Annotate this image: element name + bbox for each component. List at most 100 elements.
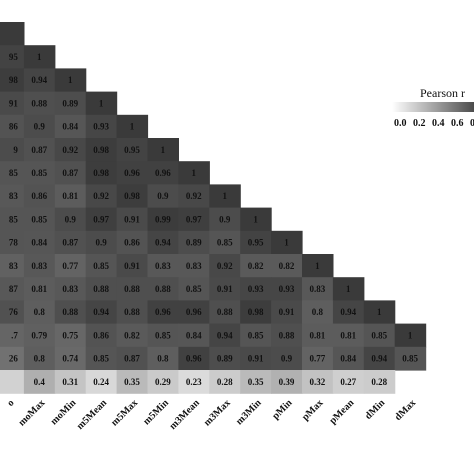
cell-value-label: 0.88 [155, 284, 171, 294]
heatmap-cell [302, 254, 334, 278]
heatmap-cell [85, 184, 118, 209]
cell-value-label: 0.28 [371, 377, 387, 387]
cell-value-label: 0.88 [31, 98, 47, 108]
heatmap-cell [147, 370, 179, 394]
heatmap-cell [116, 277, 149, 301]
cell-value-label: 85 [9, 214, 19, 224]
cell-value-label: 0.81 [31, 284, 47, 294]
heatmap-cell [0, 346, 25, 371]
heatmap-cell [23, 346, 56, 371]
heatmap-cell [54, 114, 87, 139]
heatmap-cell [271, 277, 303, 301]
heatmap-cell [178, 254, 210, 278]
heatmap-cell [0, 207, 25, 232]
heatmap-cell [147, 254, 179, 278]
cell-value-label: 0.97 [93, 214, 109, 224]
legend-tick-label: 0.2 [413, 118, 426, 129]
cell-value-label: 0.83 [155, 261, 171, 271]
cell-value-label: 0.92 [217, 261, 233, 271]
heatmap-cell [54, 277, 87, 301]
heatmap-cell [302, 370, 334, 394]
heatmap-cell [302, 277, 334, 301]
cell-value-label: 0.82 [124, 330, 140, 340]
heatmap-cell [332, 370, 365, 394]
cell-value-label: 0.89 [186, 238, 202, 248]
heatmap-cell [271, 346, 303, 371]
x-tick-label: m5Min [141, 397, 171, 427]
heatmap-cell [240, 370, 272, 394]
heatmap-cell [178, 184, 210, 209]
x-tick-label: dMin [363, 397, 388, 422]
heatmap-cell [147, 346, 179, 371]
heatmap-cell [271, 370, 303, 394]
heatmap-cell [178, 207, 210, 232]
heatmap-cell [363, 323, 396, 348]
cell-value-label: 0.98 [93, 145, 109, 155]
cell-value-label: 83 [9, 261, 19, 271]
heatmap-cell [209, 323, 241, 348]
cell-value-label: 1 [68, 75, 73, 85]
heatmap-cell [54, 91, 87, 116]
heatmap-cell [23, 91, 56, 116]
cell-value-label: 0.87 [62, 238, 78, 248]
cell-value-label: 0.9 [281, 354, 293, 364]
heatmap-cell [178, 300, 210, 325]
cell-value-label: 0.91 [124, 214, 140, 224]
x-tick-label: moMin [49, 397, 79, 427]
heatmap-cell [0, 91, 25, 116]
cell-value-label: 0.8 [34, 307, 46, 317]
heatmap-cell [0, 370, 25, 394]
cell-value-label: 78 [9, 238, 19, 248]
heatmap-cell [209, 184, 241, 209]
cell-value-label: 0.93 [93, 122, 109, 132]
heatmap-cell [116, 370, 149, 394]
cell-value-label: 0.96 [186, 307, 202, 317]
cell-value-label: 1 [99, 98, 104, 108]
heatmap-cell [394, 346, 427, 371]
cell-value-label: 0.77 [62, 261, 78, 271]
cell-value-label: 0.8 [157, 354, 169, 364]
x-tick-label: moMax [16, 398, 47, 429]
heatmap-cell [240, 230, 272, 255]
cell-value-label: 0.83 [62, 284, 78, 294]
cell-value-label: 0.84 [340, 354, 356, 364]
heatmap-cell [363, 300, 396, 325]
cell-value-label: 0.83 [186, 261, 202, 271]
heatmap-cell [0, 323, 25, 348]
heatmap-cell [54, 370, 87, 394]
cell-value-label: 0.84 [31, 238, 47, 248]
heatmap-cell [209, 300, 241, 325]
x-tick-label: pMax [300, 398, 325, 423]
cell-value-label: 0.85 [186, 284, 202, 294]
heatmap-cell [147, 323, 179, 348]
cell-value-label: 26 [9, 354, 19, 364]
heatmap-cell [54, 184, 87, 209]
heatmap-cell [178, 323, 210, 348]
heatmap-cell [54, 300, 87, 325]
heatmap-cell [23, 230, 56, 255]
heatmap-cell [23, 114, 56, 139]
cell-value-label: 0.75 [62, 330, 78, 340]
cell-value-label: 0.94 [31, 75, 47, 85]
cell-value-label: 0.88 [124, 307, 140, 317]
cell-value-label: 9 [13, 145, 18, 155]
cell-value-label: 0.32 [310, 377, 326, 387]
heatmap-cell [332, 323, 365, 348]
cell-value-label: 0.91 [217, 284, 233, 294]
cell-value-label: 1 [346, 284, 351, 294]
heatmap-cell [85, 114, 118, 139]
x-tick-label: m3Max [202, 398, 233, 429]
cell-value-label: 86 [9, 122, 19, 132]
heatmap-cell [23, 370, 56, 394]
heatmap-cell [23, 161, 56, 185]
cell-value-label: 0.83 [310, 284, 326, 294]
cell-value-label: 0.85 [371, 330, 387, 340]
heatmap-cell [178, 277, 210, 301]
x-tick-label: dMax [393, 398, 418, 423]
heatmap-cell [240, 277, 272, 301]
cell-value-label: 0.4 [34, 377, 46, 387]
heatmap-cell [54, 230, 87, 255]
cell-value-label: 0.88 [62, 307, 78, 317]
heatmap-cell [23, 300, 56, 325]
